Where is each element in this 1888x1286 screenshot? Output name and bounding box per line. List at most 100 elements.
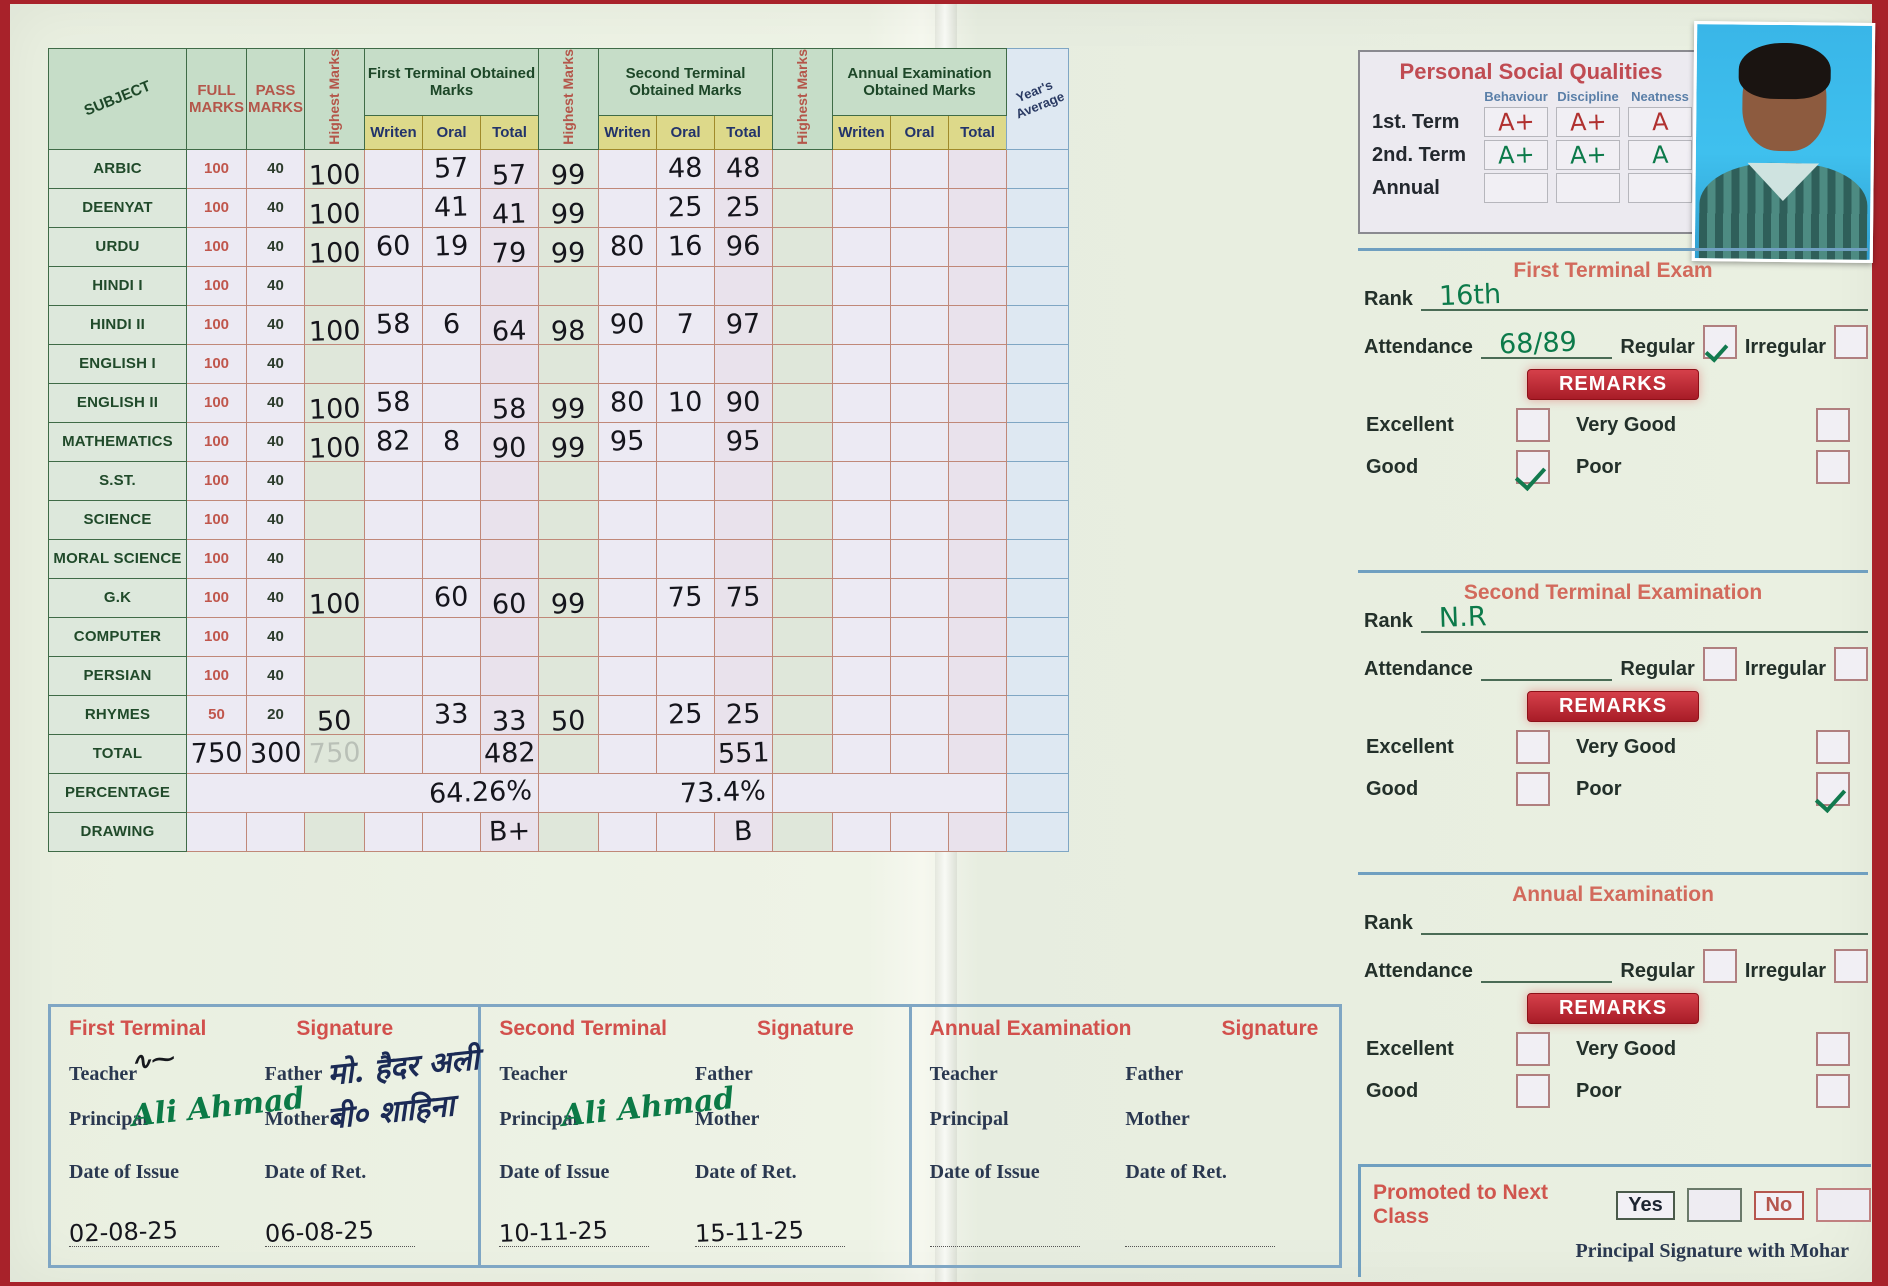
cell-an-o[interactable]	[890, 616, 949, 657]
cell-t1-o[interactable]	[422, 460, 481, 501]
cell-t1-t[interactable]: 64	[480, 304, 539, 348]
date-ret-value[interactable]: 15-11-25	[695, 1216, 891, 1248]
drawing-t1-written[interactable]	[364, 811, 423, 852]
cell-t2-w[interactable]	[598, 577, 657, 618]
cell-t1-high[interactable]: 100	[304, 148, 365, 192]
cell-t2-high[interactable]: 99	[538, 187, 599, 231]
total-t2-oral[interactable]	[656, 733, 715, 774]
cell-t1-t[interactable]: 60	[480, 577, 539, 621]
attendance-input[interactable]	[1480, 657, 1613, 681]
cell-t1-w[interactable]	[364, 577, 423, 618]
cell-t2-w[interactable]	[598, 265, 657, 306]
total-t1-oral[interactable]	[422, 733, 481, 774]
cell-t2-high[interactable]: 99	[538, 148, 599, 192]
remark-checkbox-very-good[interactable]	[1816, 408, 1850, 442]
cell-t2-t[interactable]	[714, 460, 773, 501]
cell-avg[interactable]	[1006, 304, 1069, 345]
cell-t1-t[interactable]	[480, 499, 539, 540]
cell-an-o[interactable]	[890, 694, 949, 735]
cell-t2-w[interactable]	[598, 538, 657, 579]
teacher-field[interactable]: Teacher	[499, 1063, 568, 1085]
cell-avg[interactable]	[1006, 265, 1069, 306]
drawing-t1-grade[interactable]: B+	[480, 811, 539, 852]
cell-t2-high[interactable]	[538, 616, 599, 657]
cell-t1-w[interactable]	[364, 343, 423, 384]
total-years-average[interactable]	[1006, 733, 1069, 774]
cell-avg[interactable]	[1006, 499, 1069, 540]
cell-t1-o[interactable]	[422, 265, 481, 306]
cell-an-high[interactable]	[772, 655, 833, 696]
cell-t2-t[interactable]	[714, 655, 773, 696]
cell-avg[interactable]	[1006, 421, 1069, 462]
cell-t1-high[interactable]	[304, 343, 365, 384]
cell-t1-w[interactable]	[364, 148, 423, 189]
cell-t1-t[interactable]: 33	[480, 694, 539, 738]
cell-an-w[interactable]	[832, 577, 891, 618]
total-t2-total[interactable]: 551	[714, 733, 773, 774]
cell-an-w[interactable]	[832, 694, 891, 735]
father-field[interactable]: Father	[1125, 1063, 1184, 1085]
cell-t1-w[interactable]	[364, 616, 423, 657]
cell-an-o[interactable]	[890, 226, 949, 267]
cell-an-t[interactable]	[948, 382, 1007, 423]
remark-checkbox-good[interactable]	[1516, 772, 1550, 806]
cell-an-w[interactable]	[832, 265, 891, 306]
cell-t1-o[interactable]	[422, 382, 481, 423]
drawing-t1-oral[interactable]	[422, 811, 481, 852]
cell-an-t[interactable]	[948, 148, 1007, 189]
total-pass-marks[interactable]: 300	[246, 733, 305, 774]
cell-avg[interactable]	[1006, 343, 1069, 384]
drawing-an-grade[interactable]	[948, 811, 1007, 852]
cell-t1-w[interactable]	[364, 694, 423, 735]
total-an-oral[interactable]	[890, 733, 949, 774]
cell-an-high[interactable]	[772, 499, 833, 540]
cell-an-t[interactable]	[948, 499, 1007, 540]
cell-t1-o[interactable]	[422, 655, 481, 696]
date-issue-value[interactable]: 10-11-25	[499, 1216, 695, 1248]
cell-t2-o[interactable]: 16	[656, 226, 715, 267]
remark-checkbox-excellent[interactable]	[1516, 1032, 1550, 1066]
total-an-written[interactable]	[832, 733, 891, 774]
cell-t2-o[interactable]: 7	[656, 304, 715, 345]
cell-t2-w[interactable]	[598, 187, 657, 228]
total-t2-highest[interactable]	[538, 733, 599, 774]
rank-input[interactable]: N.R	[1420, 601, 1868, 634]
cell-t1-t[interactable]	[480, 655, 539, 696]
psq-cell[interactable]: A+	[1556, 140, 1620, 170]
percentage-years-average[interactable]	[1006, 772, 1069, 813]
cell-t2-o[interactable]	[656, 616, 715, 657]
cell-an-o[interactable]	[890, 148, 949, 189]
cell-an-w[interactable]	[832, 304, 891, 345]
cell-t2-high[interactable]	[538, 538, 599, 579]
promoted-no-box[interactable]	[1816, 1188, 1871, 1222]
cell-an-o[interactable]	[890, 265, 949, 306]
cell-t2-o[interactable]: 48	[656, 148, 715, 189]
cell-t2-w[interactable]	[598, 343, 657, 384]
cell-t1-w[interactable]	[364, 187, 423, 228]
date-ret-value[interactable]	[1125, 1228, 1321, 1247]
cell-an-w[interactable]	[832, 343, 891, 384]
cell-t2-w[interactable]: 95	[598, 421, 657, 462]
rank-field[interactable]: Rank 16th	[1364, 279, 1868, 312]
drawing-pass[interactable]	[246, 811, 305, 852]
drawing-an-highest[interactable]	[772, 811, 833, 852]
cell-t1-high[interactable]: 100	[304, 421, 365, 465]
cell-t1-w[interactable]: 60	[364, 226, 423, 267]
cell-t2-t[interactable]: 97	[714, 304, 773, 345]
cell-avg[interactable]	[1006, 655, 1069, 696]
cell-an-o[interactable]	[890, 499, 949, 540]
cell-an-t[interactable]	[948, 616, 1007, 657]
cell-avg[interactable]	[1006, 460, 1069, 501]
remark-checkbox-very-good[interactable]	[1816, 1032, 1850, 1066]
cell-t2-high[interactable]	[538, 655, 599, 696]
cell-t2-o[interactable]	[656, 655, 715, 696]
cell-t2-o[interactable]	[656, 538, 715, 579]
cell-t1-w[interactable]: 82	[364, 421, 423, 462]
cell-an-high[interactable]	[772, 343, 833, 384]
irregular-checkbox[interactable]	[1834, 325, 1868, 359]
cell-avg[interactable]	[1006, 538, 1069, 579]
cell-avg[interactable]	[1006, 694, 1069, 735]
cell-an-high[interactable]	[772, 304, 833, 345]
cell-t1-o[interactable]: 19	[422, 226, 481, 267]
regular-checkbox[interactable]	[1702, 949, 1737, 983]
